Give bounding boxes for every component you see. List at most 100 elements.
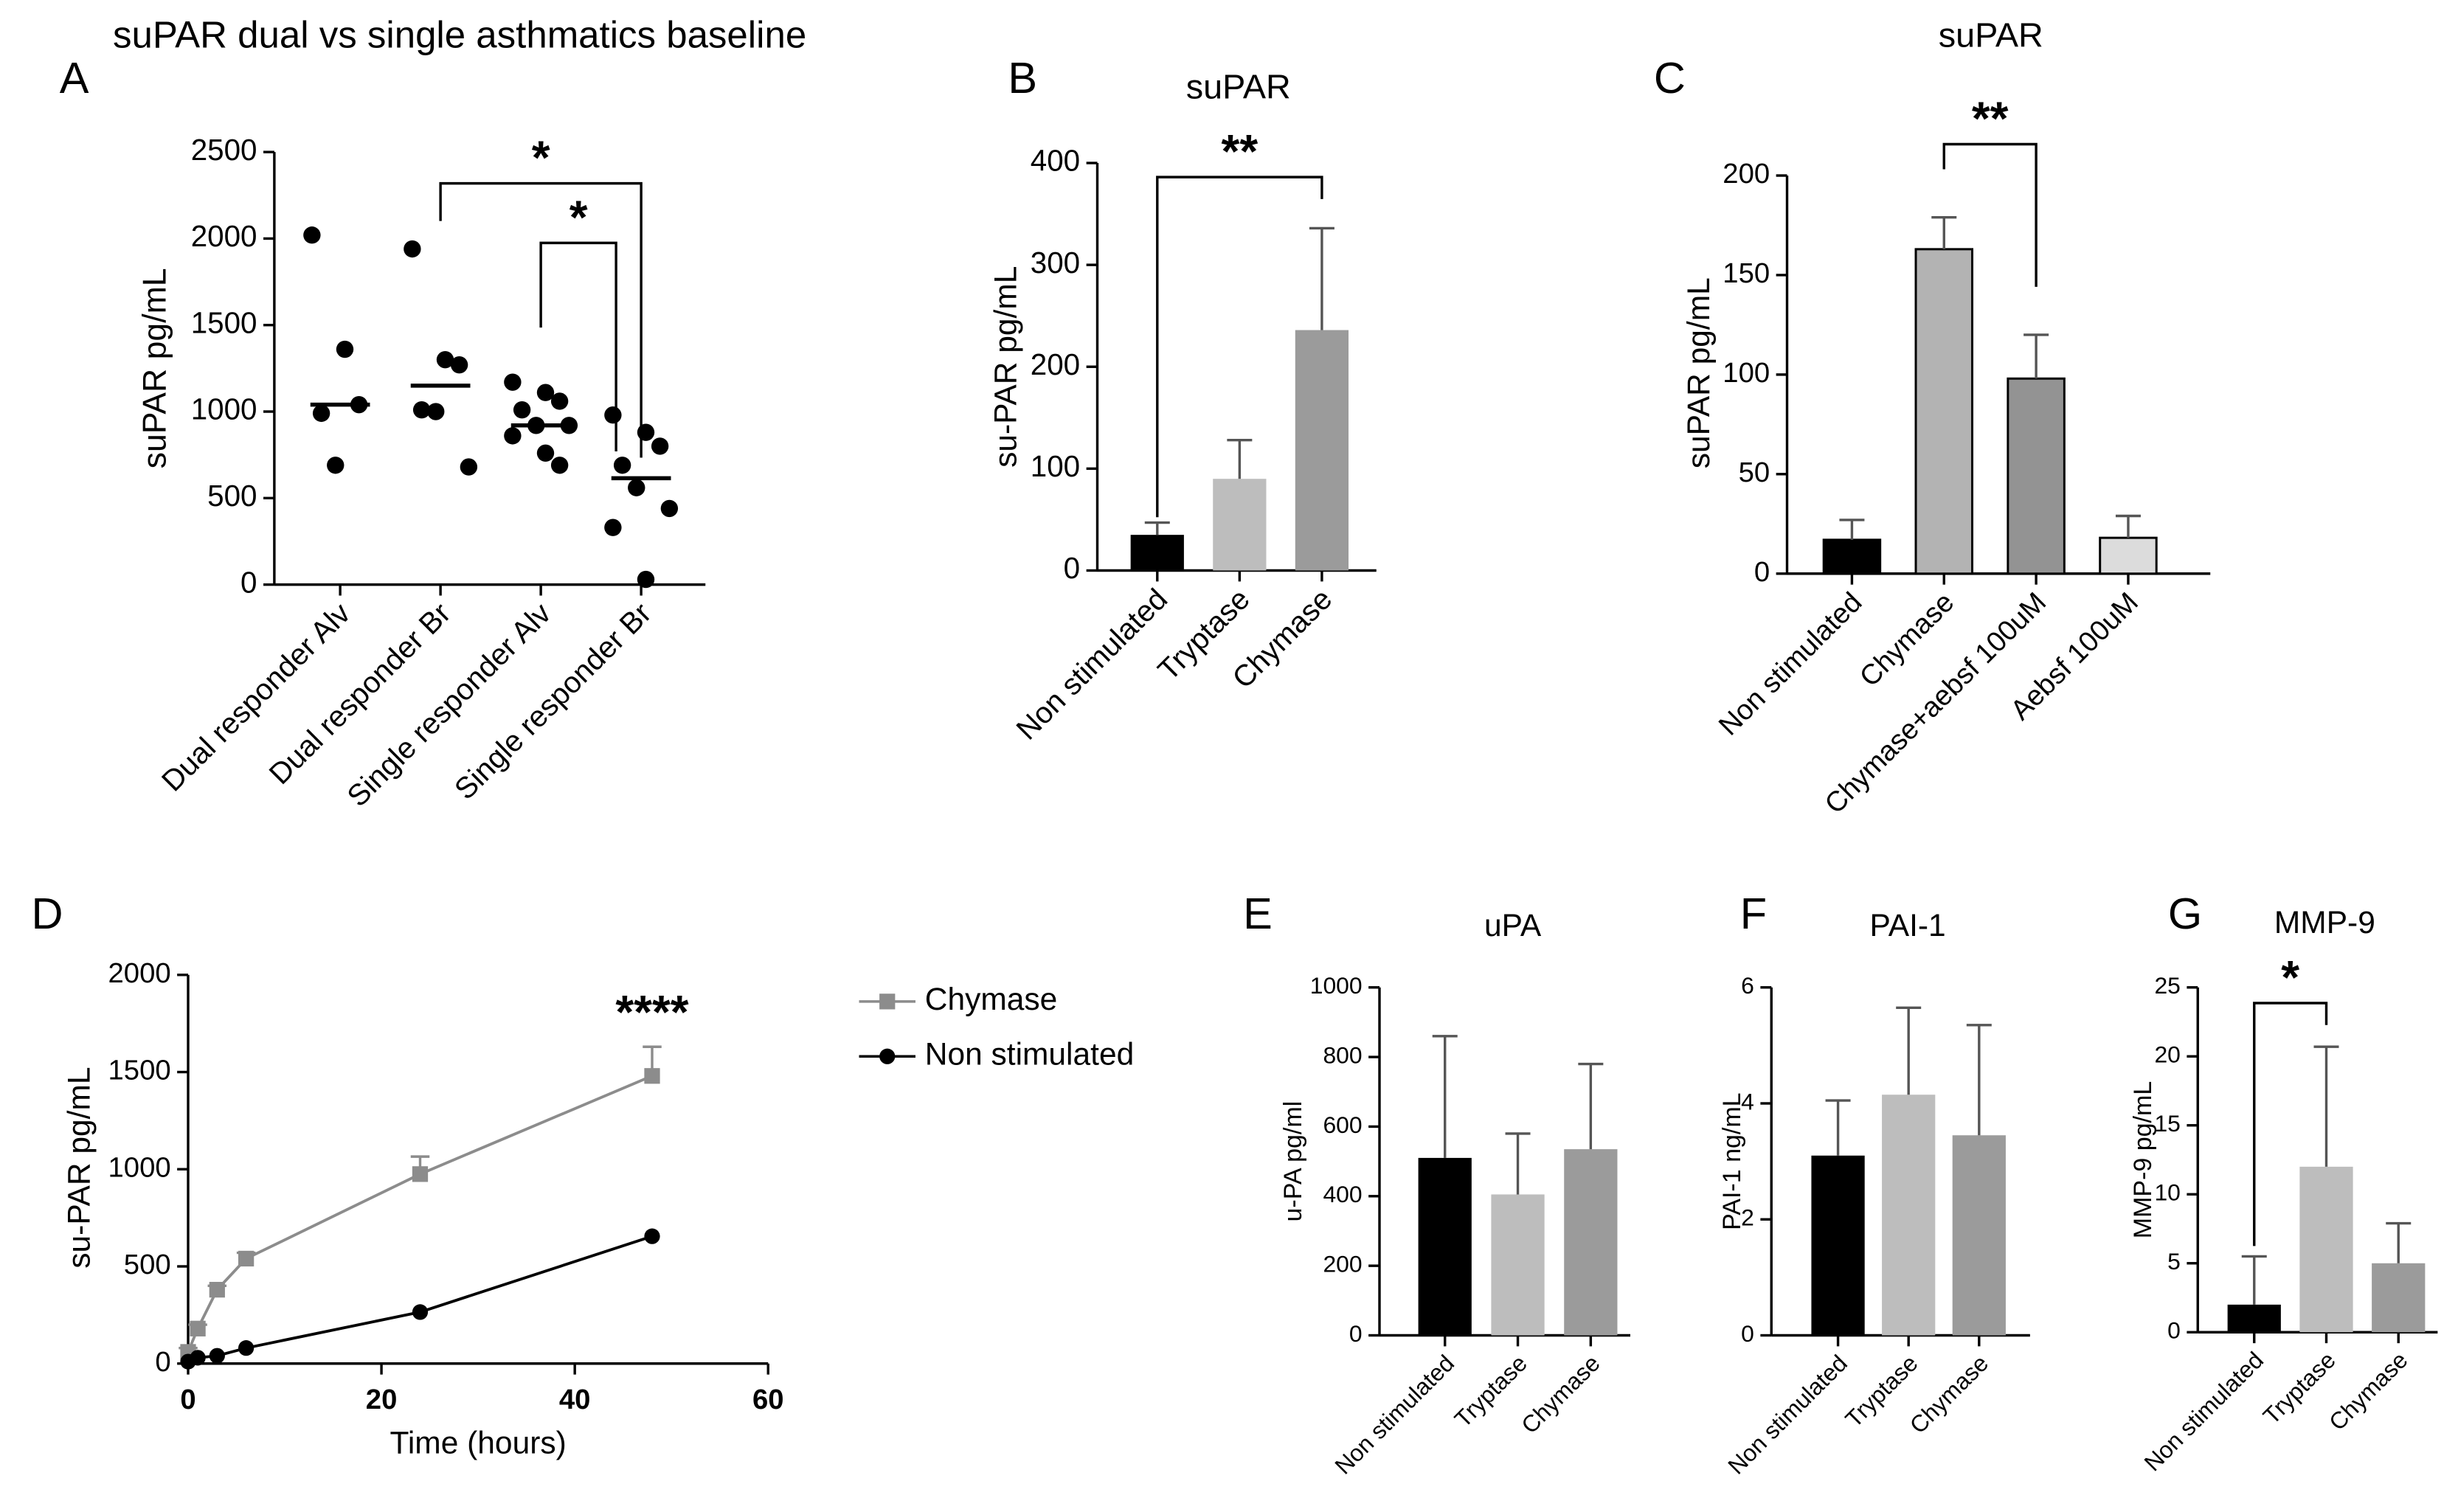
y-tick-label: 150 [1723,257,1770,289]
bar [2299,1166,2353,1333]
data-point [660,499,679,518]
y-tick-label: 0 [155,1346,170,1378]
data-point [404,240,421,258]
data-point [536,384,555,401]
significance-bracket [1156,176,1323,518]
bar [2007,377,2066,575]
y-tick-label: 300 [1031,246,1080,280]
data-point [513,400,531,419]
significance-bracket [539,241,617,452]
y-tick-label: 2 [1741,1204,1754,1231]
y-tick-label: 1000 [1310,972,1363,999]
y-tick-label: 100 [1031,449,1080,483]
x-tick-label: Non stimulated [1713,586,1869,742]
x-tick-label: 40 [559,1384,591,1415]
y-tick-label: 500 [124,1249,171,1280]
bar [1822,538,1882,575]
panel-letter: G [2168,889,2202,938]
panel-letter: C [1654,53,1686,103]
y-tick-label: 4 [1741,1088,1754,1114]
bar [1418,1157,1472,1336]
x-tick-label: 0 [180,1384,195,1415]
data-point [412,1304,429,1320]
data-point [550,392,569,410]
data-point [336,340,354,358]
data-point [460,458,478,476]
y-tick-label: 1000 [191,392,257,426]
y-tick-label: 0 [240,565,257,599]
bar [2372,1263,2426,1333]
y-axis-label: su-PAR pg/mL [989,266,1024,468]
significance: **** [615,985,688,1038]
panel-letter: D [32,889,63,938]
data-point [504,373,522,391]
x-tick-label: 20 [366,1384,398,1415]
data-point [412,1166,429,1182]
chart-title: uPA [1484,909,1542,943]
bar [1491,1194,1545,1336]
y-tick-label: 800 [1323,1042,1362,1069]
data-point [450,356,468,374]
data-point [628,479,645,496]
significance: ** [1972,92,2009,145]
y-axis-label: MMP-9 pg/mL [2129,1081,2157,1239]
data-point [637,570,655,589]
x-tick-label: Dual responder Br [262,596,457,791]
data-point [238,1340,255,1356]
y-axis-label: u-PA pg/ml [1279,1101,1307,1222]
y-tick-label: 25 [2154,972,2180,999]
y-tick-label: 5 [2167,1248,2181,1275]
data-point [412,400,431,419]
y-tick-label: 50 [1739,457,1770,488]
y-tick-label: 0 [2167,1317,2181,1344]
y-tick-label: 400 [1323,1181,1362,1207]
x-tick-label: Chymase [1516,1350,1605,1439]
data-point [238,1250,255,1267]
data-point [190,1320,206,1336]
y-tick-label: 0 [1741,1320,1754,1347]
y-tick-label: 0 [1064,551,1080,585]
chart-title: suPAR [1186,67,1291,105]
data-point [209,1282,225,1298]
bar [2099,536,2158,575]
bar [1882,1095,1936,1336]
y-tick-label: 100 [1723,357,1770,389]
data-point [327,457,345,474]
bar [1952,1135,2006,1336]
x-tick-label: Non stimulated [1329,1350,1459,1480]
y-tick-label: 200 [1031,347,1080,381]
x-tick-label: 60 [752,1384,784,1415]
x-tick-label: Chymase [2324,1347,2413,1436]
panel-letter: F [1740,889,1767,938]
y-tick-label: 500 [207,479,257,513]
data-point [427,403,445,420]
y-tick-label: 0 [1754,556,1770,588]
data-point [613,457,631,474]
data-point [303,226,321,244]
x-tick-label: Dual responder Alv [155,595,357,797]
significance: * [532,131,550,184]
data-point [651,437,669,455]
y-tick-label: 1500 [108,1055,171,1086]
data-point [604,406,622,424]
significance: ** [1222,125,1259,178]
x-tick-label: Non stimulated [1009,582,1174,746]
data-point [536,444,555,462]
chart-title: PAI-1 [1870,909,1946,943]
legend-marker [879,1048,896,1064]
y-tick-label: 2500 [191,133,257,167]
data-point [637,423,655,441]
significance-bracket [439,181,643,458]
series-line [187,1235,653,1363]
y-tick-label: 2000 [108,957,171,989]
data-point [209,1348,225,1364]
x-tick-label: Single responder Br [448,596,658,806]
panel-letter: B [1008,53,1037,103]
y-axis-label: suPAR pg/mL [1682,277,1717,468]
x-axis-label: Time (hours) [390,1426,566,1460]
x-tick-label: Non stimulated [2139,1347,2268,1477]
y-tick-label: 2000 [191,219,257,253]
y-tick-label: 20 [2154,1041,2180,1068]
significance: * [2281,951,2299,1004]
